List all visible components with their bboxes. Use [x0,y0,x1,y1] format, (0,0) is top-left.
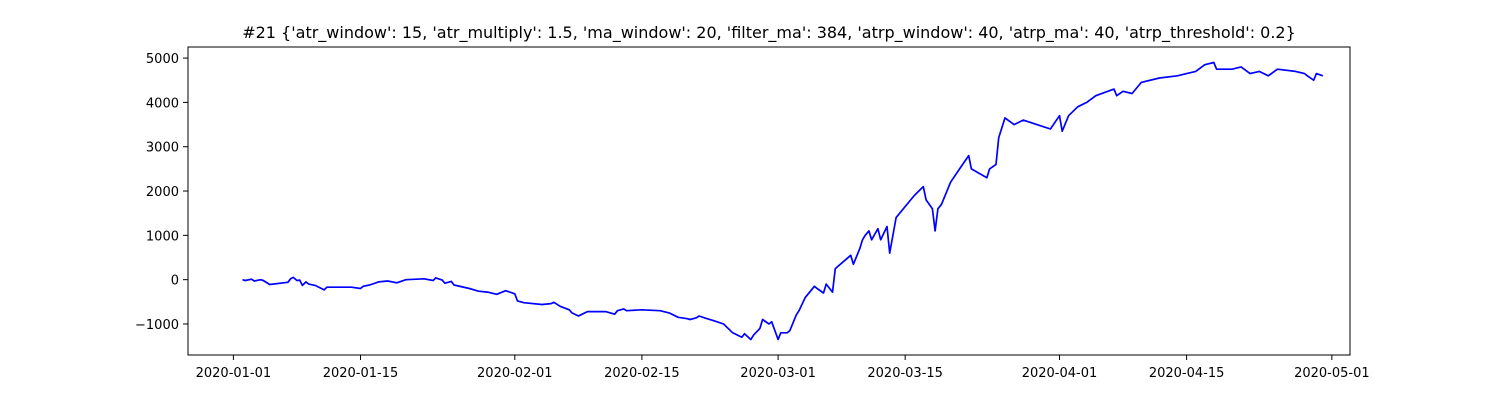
x-axis: 2020-01-01 2020-01-15 2020-02-01 2020-02-15… [196,355,1370,381]
x-tick-label: 2020-02-01 [477,366,553,381]
y-axis: −1000 0 1000 2000 3000 4000 5000 [135,52,188,333]
y-tick-label: 0 [171,274,179,289]
y-tick-label: −1000 [135,318,179,333]
y-tick-label: 2000 [146,185,179,200]
y-tick-label: 3000 [146,141,179,156]
x-tick-label: 2020-01-15 [323,366,399,381]
x-tick-label: 2020-05-01 [1294,366,1370,381]
plot-frame [187,46,1351,356]
x-tick-label: 2020-01-01 [196,366,272,381]
x-tick-label: 2020-03-01 [740,366,816,381]
plot-area: 2020-01-01 2020-01-15 2020-02-01 2020-02-15… [135,46,1370,381]
x-tick-label: 2020-04-01 [1022,366,1098,381]
chart-title: #21 {'atr_window': 15, 'atr_multiply': 1… [242,23,1296,43]
series-line [242,61,1324,341]
x-tick-label: 2020-03-15 [867,366,943,381]
y-tick-label: 5000 [146,52,179,67]
y-tick-label: 1000 [146,229,179,244]
x-tick-label: 2020-02-15 [604,366,680,381]
y-tick-label: 4000 [146,96,179,111]
x-tick-label: 2020-04-15 [1149,366,1225,381]
